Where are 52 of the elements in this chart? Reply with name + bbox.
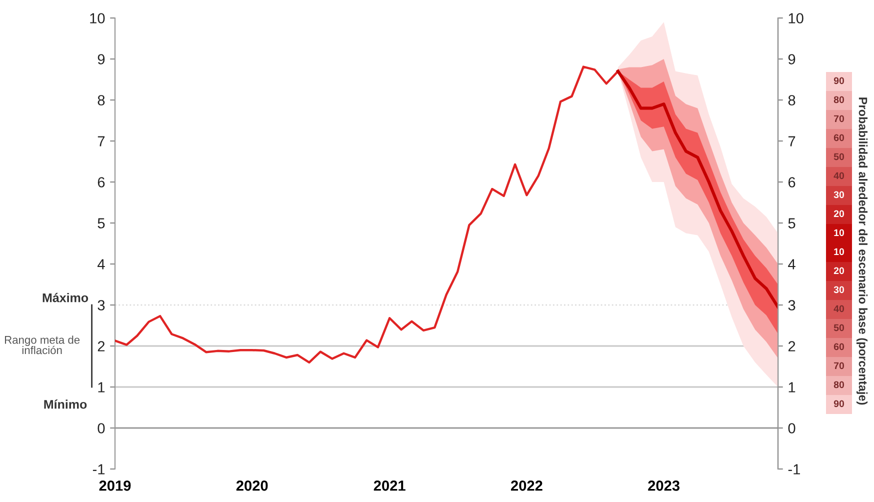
x-tick-label: 2020	[236, 480, 268, 491]
text: 60	[834, 134, 844, 142]
text: 70	[834, 362, 844, 370]
text: 80	[834, 381, 844, 388]
y-tick-label: 1	[98, 382, 105, 392]
y-tick-label: 6	[98, 177, 105, 188]
text: 60	[834, 343, 844, 350]
x-tick-label: 2021	[374, 480, 406, 491]
y-tick-label: 5	[98, 218, 105, 228]
text: 90	[834, 77, 844, 84]
text: 50	[834, 324, 844, 332]
y-tick-label: 10	[90, 13, 105, 24]
text: 90	[834, 400, 844, 408]
ref-line-label: Mínimo	[44, 400, 87, 409]
text: 40	[834, 305, 844, 312]
y-tick-label: 2	[98, 341, 105, 352]
x-tick-label: 2023	[648, 480, 680, 491]
text: 20	[834, 267, 844, 274]
text: 50	[834, 153, 844, 160]
y-tick-label: 4	[98, 259, 105, 270]
line-series	[115, 66, 620, 364]
text: 10	[834, 248, 844, 256]
x-tick-label: 2022	[510, 480, 542, 491]
y-tick-label: 0	[98, 423, 105, 434]
x-tick-label: 2019	[99, 480, 131, 491]
y2-tick-label: 6	[788, 177, 796, 188]
text: 30	[834, 191, 844, 198]
y-tick-label: -1	[92, 464, 105, 474]
ref-line-label: Máximo	[42, 292, 88, 302]
text: 70	[834, 115, 844, 122]
y2-tick-label: 8	[788, 95, 796, 106]
y2-tick-label: 4	[788, 259, 796, 270]
y2-tick-label: 5	[788, 218, 796, 228]
y2-tick-label: -1	[788, 464, 800, 474]
text: 10	[834, 229, 844, 236]
y2-tick-label: 0	[788, 423, 796, 434]
y2-tick-label: 1	[788, 382, 796, 392]
y-tick-label: 8	[98, 95, 105, 106]
y2-tick-label: 10	[788, 13, 804, 24]
text: 20	[834, 210, 844, 218]
y-tick-label: 3	[98, 300, 105, 310]
text: Rango meta de inflación	[4, 336, 80, 354]
y-tick-label: 7	[98, 136, 105, 146]
y-tick-label: 9	[98, 54, 105, 64]
text: 40	[834, 172, 844, 180]
text: 30	[834, 286, 844, 294]
y2-tick-label: 7	[788, 136, 796, 146]
y2-tick-label: 9	[788, 54, 796, 64]
y2-axis-title: Probabilidad alrededor del escenario base (porcentaje)	[856, 98, 868, 405]
text: 80	[834, 96, 844, 104]
y2-tick-label: 2	[788, 341, 796, 352]
y2-tick-label: 3	[788, 300, 796, 310]
